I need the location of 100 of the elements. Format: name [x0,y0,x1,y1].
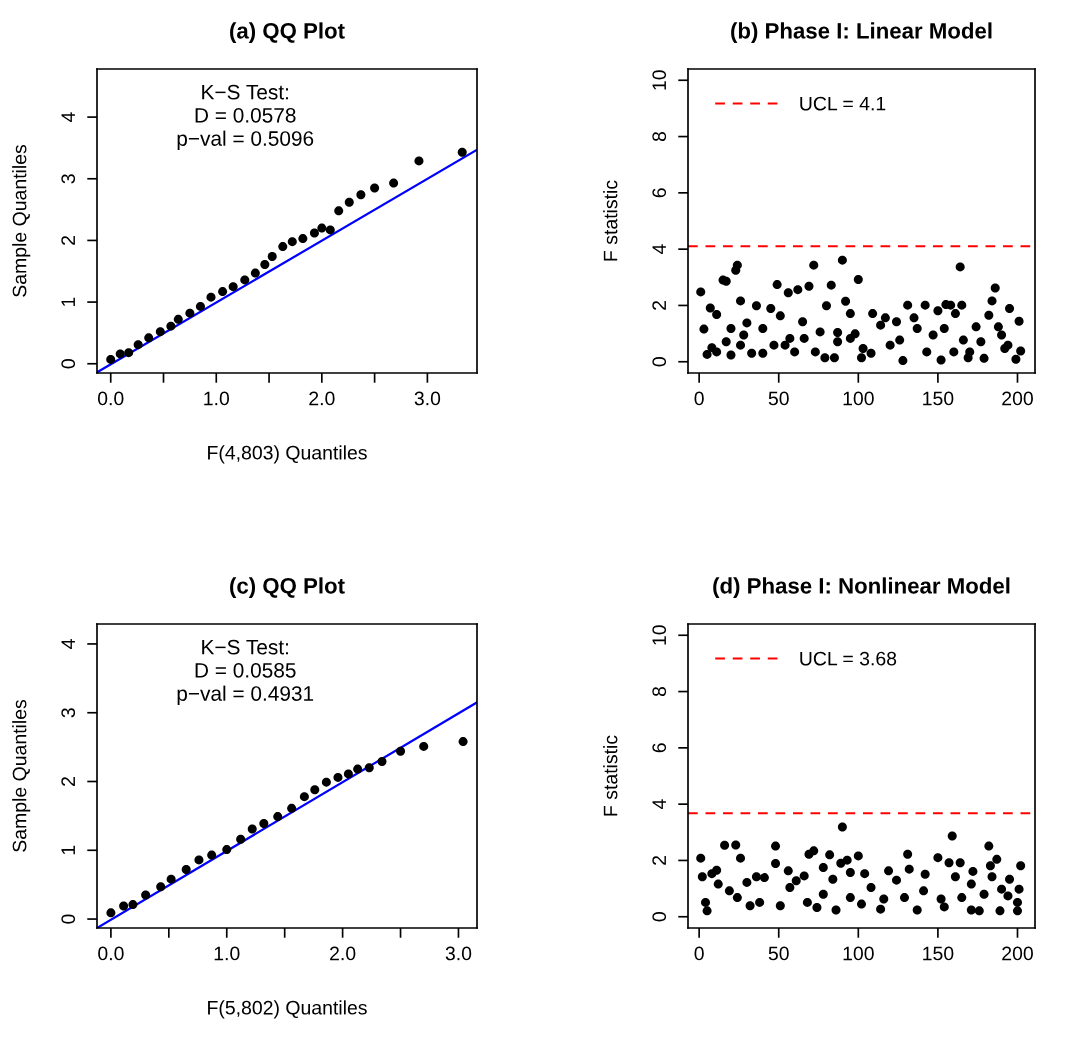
y-tick-label: 4 [652,799,666,810]
point [106,354,116,364]
point [273,812,283,822]
chart-title: (d) Phase I: Nonlinear Model [713,577,1010,599]
y-tick-label: 0 [61,359,76,369]
point [309,228,319,238]
point [228,282,238,292]
point [356,190,366,200]
point [419,741,429,751]
point [207,850,217,860]
point [353,764,363,774]
y-tick-label: 0 [652,357,667,367]
x-tick-label: 0.0 [98,946,124,961]
y-axis-title: Sample Quantiles [12,144,31,297]
y-axis-title: F statistic [603,735,618,816]
y-tick-label: 2 [652,301,666,310]
y-tick-label: 0 [652,912,667,922]
x-tick-label: 1.0 [204,391,230,406]
point [236,834,246,844]
x-tick-label: 1.0 [214,946,240,961]
point [106,908,116,918]
y-tick-label: 8 [652,131,667,142]
point [344,197,354,207]
point [141,890,151,900]
point [156,882,166,892]
point [321,777,331,787]
chart-title: (a) QQ Plot [230,22,345,44]
point [370,183,380,193]
point [457,147,467,157]
point [287,237,297,247]
point [278,242,288,252]
y-tick-label: 8 [652,686,667,697]
x-tick-label: 150 [923,946,954,961]
annotation: K−S Test: D = 0.0578 p−val = 0.5096 [177,84,314,151]
point [206,292,216,302]
point [250,268,260,278]
y-axis-title: F statistic [603,180,618,261]
point [115,349,125,359]
x-tick-label: 150 [923,391,954,406]
x-tick-label: 0 [694,391,704,406]
point [267,251,277,261]
y-axis-title: Sample Quantiles [12,699,31,852]
point [144,333,154,343]
y-tick-label: 6 [652,743,667,753]
point [343,769,353,779]
y-tick-label: 2 [61,777,75,786]
legend-label: UCL = 3.68 [800,651,897,666]
point [259,818,269,828]
y-tick-label: 4 [652,244,666,255]
point [181,865,191,875]
point [166,321,176,331]
y-tick-label: 10 [652,625,667,645]
point [310,785,320,795]
x-tick-label: 2.0 [330,946,356,961]
y-tick-label: 6 [652,188,667,198]
y-tick-label: 2 [652,856,666,865]
y-tick-label: 1 [61,297,75,307]
x-tick-label: 200 [1002,946,1033,961]
point [218,287,228,297]
point [334,206,344,216]
point [298,234,308,244]
point [173,314,183,324]
point [185,308,195,318]
y-tick-label: 2 [61,235,75,245]
y-tick-label: 10 [652,70,667,90]
point [396,746,406,756]
point [247,824,257,834]
point [260,259,270,269]
x-axis-title: F(5,802) Quantiles [208,1000,367,1019]
point [299,792,309,802]
x-tick-label: 200 [1002,391,1033,406]
point [155,327,165,337]
point [133,340,143,350]
y-tick-label: 4 [61,112,75,123]
y-tick-label: 1 [61,845,75,855]
point [240,275,250,285]
x-tick-label: 0.0 [97,391,124,406]
x-tick-label: 100 [843,391,874,406]
x-tick-label: 100 [843,946,874,961]
x-tick-label: 50 [768,946,789,961]
point [128,900,138,910]
chart-title: (b) Phase I: Linear Model [731,22,992,44]
point [389,178,399,188]
point [119,901,129,911]
point [377,757,387,767]
y-tick-label: 3 [61,174,76,184]
point [414,156,424,166]
point [195,301,205,311]
x-tick-label: 50 [768,391,789,406]
chart-title: (c) QQ Plot [230,577,345,599]
point [333,772,343,782]
point [317,223,327,233]
point [364,763,374,773]
x-tick-label: 0 [694,946,704,961]
point [194,855,204,865]
y-tick-label: 0 [61,914,76,924]
y-tick-label: 4 [61,639,75,649]
x-tick-label: 2.0 [309,391,335,406]
point [124,348,134,358]
x-tick-label: 3.0 [414,391,441,406]
